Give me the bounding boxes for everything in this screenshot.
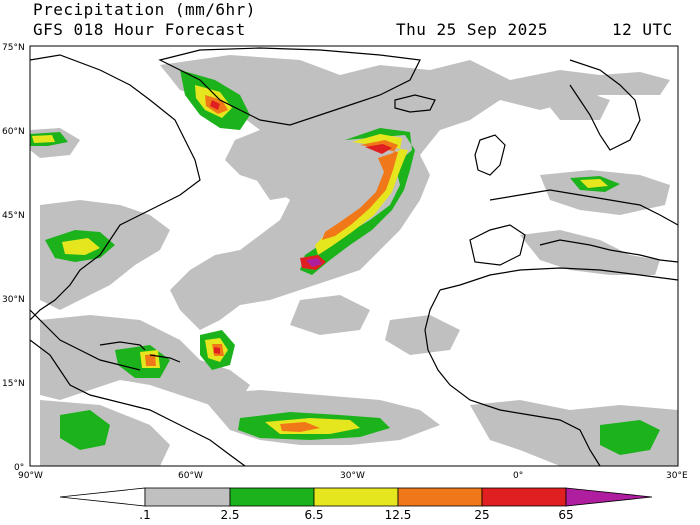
colorbar-tick: 12.5 (384, 508, 412, 522)
lat-label: 30°N (2, 295, 25, 305)
lon-label: 90°W (18, 471, 43, 481)
lat-label: 0° (14, 463, 24, 473)
longitude-labels: 90°W 60°W 30°W 0° 30°E (18, 471, 688, 481)
coastlines (29, 47, 679, 467)
chart-title: Precipitation (mm/6hr) (33, 0, 256, 19)
lat-label: 60°N (2, 127, 25, 137)
lon-label: 0° (513, 471, 523, 481)
lon-label: 30°W (340, 471, 365, 481)
latitude-labels: 75°N 60°N 45°N 30°N 15°N 0° (2, 43, 25, 473)
lon-label: 30°E (666, 471, 688, 481)
forecast-time: 12 UTC (612, 20, 673, 39)
colorbar-tick: 25 (474, 508, 490, 522)
colorbar-tick: 2.5 (220, 508, 240, 522)
colorbar (59, 487, 653, 507)
forecast-date: Thu 25 Sep 2025 (396, 20, 548, 39)
colorbar-tick: 6.5 (304, 508, 324, 522)
lat-label: 45°N (2, 211, 25, 221)
model-label: GFS 018 Hour Forecast (33, 20, 246, 39)
colorbar-tick: 65 (558, 508, 574, 522)
lat-label: 15°N (2, 379, 25, 389)
lon-label: 60°W (178, 471, 203, 481)
lat-label: 75°N (2, 43, 25, 53)
precip-fields (30, 55, 678, 466)
colorbar-tick: .1 (139, 508, 151, 522)
